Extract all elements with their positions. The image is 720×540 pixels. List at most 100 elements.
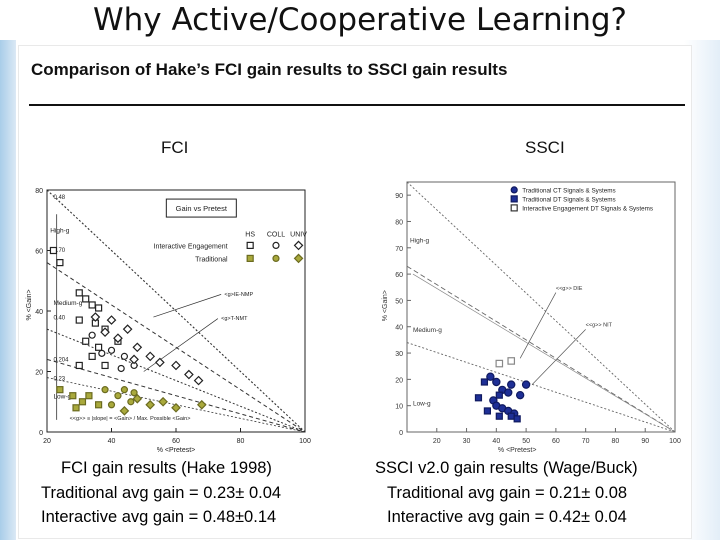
fci-data-point — [56, 386, 64, 394]
fci-data-point — [56, 258, 64, 267]
ssci-panel-title: SSCI — [525, 138, 565, 157]
ssci-y-tick-label: 0 — [399, 430, 403, 437]
comparison-figure: Comparison of Hake’s FCI gain results to… — [18, 45, 692, 539]
fci-x-tick-label: 60 — [172, 438, 180, 445]
fci-panel-title: FCI — [161, 138, 189, 157]
fci-region-label: High-g — [50, 227, 70, 234]
ssci-data-point — [521, 380, 531, 389]
fci-data-point — [100, 327, 110, 338]
fci-data-point — [78, 398, 87, 406]
fci-data-point — [85, 392, 93, 400]
ssci-x-tick-label: 30 — [463, 438, 471, 445]
fci-caption-traditional: Traditional avg gain = 0.23± 0.04 — [41, 483, 282, 502]
fci-data-point — [94, 304, 103, 312]
fci-x-axis-label: % <Pretest> — [157, 447, 196, 454]
ssci-data-point — [483, 407, 492, 415]
fci-y-tick-label: 80 — [35, 188, 43, 195]
fci-data-point — [49, 246, 58, 255]
ssci-legend-marker — [510, 195, 518, 203]
fci-legend-marker — [272, 254, 280, 263]
fci-x-tick-label: 20 — [43, 438, 51, 445]
fci-legend-marker — [272, 241, 280, 250]
fci-y-tick-label: 0 — [39, 430, 43, 437]
ssci-data-point — [507, 380, 516, 389]
fci-data-point — [98, 349, 106, 357]
ssci-slope-line — [406, 342, 676, 433]
ssci-x-tick-label: 90 — [641, 438, 649, 445]
fci-data-point — [119, 405, 130, 416]
fci-data-point — [88, 331, 96, 339]
fci-data-point — [114, 392, 122, 400]
slide-title: Why Active/Cooperative Learning? — [93, 2, 627, 38]
ssci-x-tick-label: 20 — [433, 438, 441, 445]
ssci-x-tick-label: 100 — [669, 438, 681, 445]
fci-annotation-box — [165, 198, 237, 218]
fci-data-point — [90, 312, 101, 322]
heading-divider — [29, 104, 685, 106]
fci-y-axis-label: % <Gain> — [26, 289, 33, 320]
ssci-data-point — [492, 377, 501, 387]
ssci-data-point — [513, 415, 521, 423]
fci-data-point — [94, 401, 103, 409]
fci-data-point — [69, 392, 77, 400]
fci-slope-label: 0.48 — [53, 195, 65, 201]
ssci-x-tick-label: 60 — [552, 438, 560, 445]
fci-legend-marker — [246, 254, 254, 263]
fci-slope-label: 0.204 — [53, 358, 69, 364]
ssci-data-point — [507, 357, 516, 365]
fci-data-point — [94, 343, 103, 351]
fci-data-point — [145, 351, 156, 362]
slide-decoration-left — [0, 40, 16, 540]
fci-slope-line — [46, 262, 306, 433]
fci-y-tick-label: 20 — [35, 370, 43, 377]
ssci-y-tick-label: 10 — [395, 404, 403, 411]
fci-data-point — [132, 342, 143, 353]
fci-data-point — [82, 295, 90, 303]
fci-data-point — [82, 337, 90, 345]
fci-legend-column: UNIV — [290, 231, 307, 238]
ssci-slope-line — [406, 181, 676, 433]
ssci-chart: 20 30 40 50 60 70 80 90 100 0 10 20 30 40 50 60 70 80 90 % … — [382, 181, 681, 454]
fci-data-point — [145, 399, 156, 410]
fci-annotation: <g>T-NMT — [221, 316, 248, 322]
fci-data-point — [75, 289, 83, 297]
ssci-annotation: <<g>> NIT — [586, 323, 613, 329]
fci-slope-label: 0.40 — [53, 315, 65, 321]
ssci-y-tick-label: 50 — [395, 298, 403, 305]
fci-legend-marker — [246, 241, 254, 250]
fci-slope-label: 0.70 — [53, 248, 65, 254]
fci-data-point — [107, 346, 116, 354]
ssci-y-tick-label: 80 — [395, 219, 403, 226]
ssci-data-point — [504, 388, 513, 397]
fci-data-point — [158, 396, 168, 407]
fci-legend-column: COLL — [267, 231, 285, 238]
ssci-legend-marker — [510, 204, 518, 212]
fci-data-point — [101, 386, 109, 394]
ssci-data-point — [495, 391, 503, 399]
fci-data-point — [117, 364, 125, 373]
ssci-annotation-pointer — [531, 329, 586, 385]
ssci-data-point — [515, 390, 525, 400]
fci-annotation-pointer — [143, 318, 219, 372]
fci-data-point — [88, 352, 96, 360]
ssci-x-tick-label: 50 — [522, 438, 530, 445]
fci-data-point — [184, 369, 194, 380]
ssci-annotation-pointer — [519, 292, 557, 359]
fci-x-tick-label: 40 — [108, 438, 116, 445]
fci-legend-marker — [293, 253, 304, 264]
fci-data-point — [155, 357, 165, 368]
ssci-slope-line — [406, 265, 676, 433]
ssci-y-tick-label: 60 — [395, 272, 403, 279]
fci-legend-marker — [293, 240, 304, 251]
fci-data-point — [129, 354, 139, 365]
ssci-x-tick-label: 80 — [612, 438, 620, 445]
fci-data-point — [193, 375, 204, 386]
ssci-slope-line — [412, 273, 676, 433]
ssci-y-tick-label: 90 — [395, 193, 403, 200]
ssci-y-axis-label: % <Gain> — [382, 290, 389, 321]
fci-caption-interactive: Interactive avg gain = 0.48±0.14 — [41, 508, 277, 526]
ssci-x-axis-label: % <Pretest> — [498, 447, 537, 454]
ssci-region-label: High-g — [410, 238, 430, 245]
figure-heading: Comparison of Hake’s FCI gain results to… — [31, 60, 508, 79]
